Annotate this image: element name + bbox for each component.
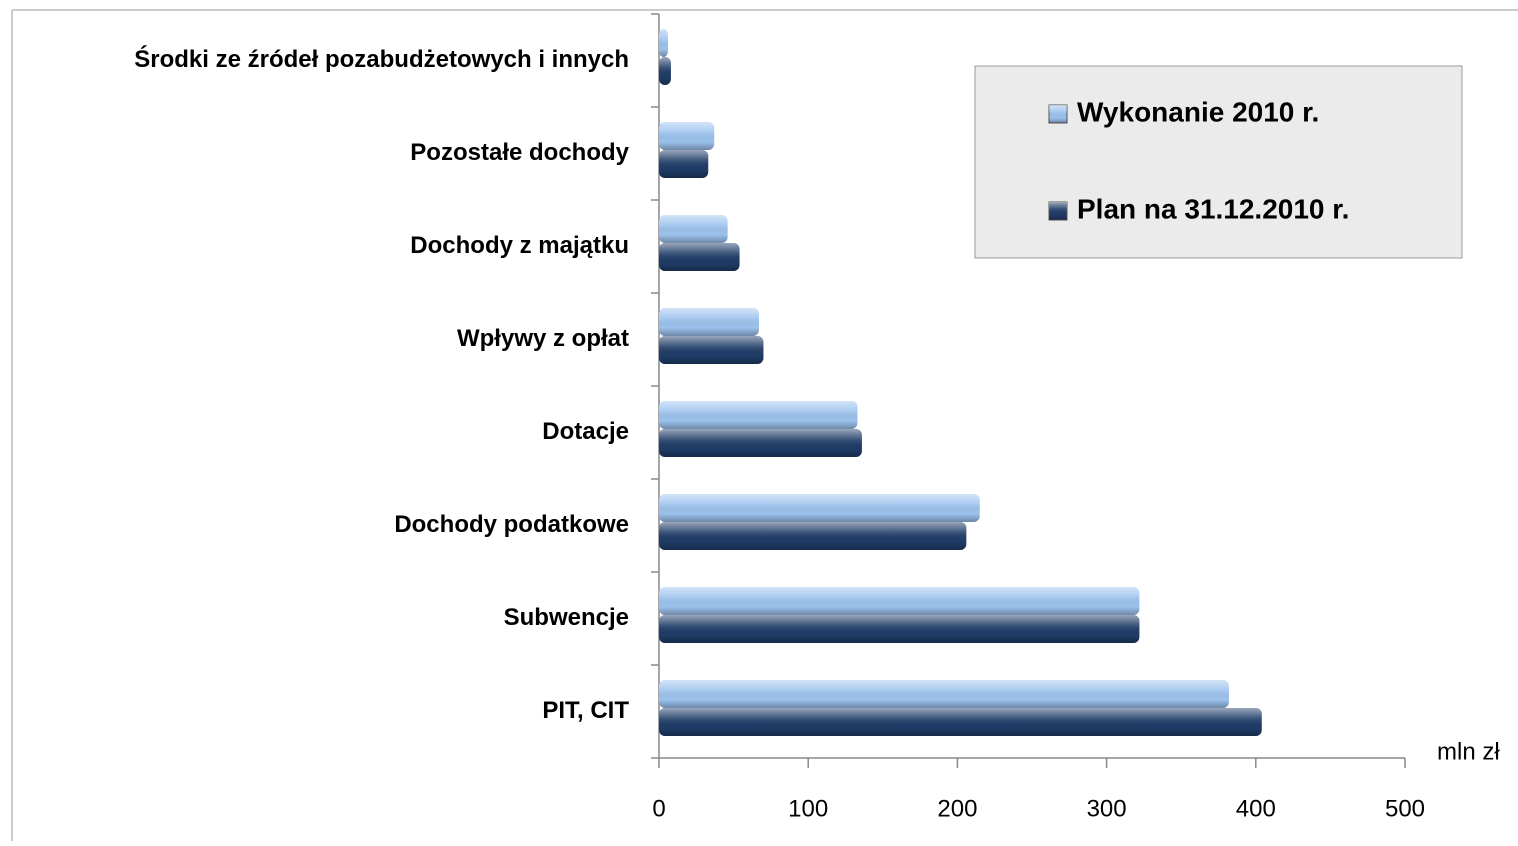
y-tick-label: Wpływy z opłat xyxy=(457,325,629,352)
y-tick-label: Dotacje xyxy=(542,418,629,445)
bar-shine xyxy=(659,494,980,522)
legend-swatch-shine xyxy=(1049,202,1067,220)
y-tick-label: Środki ze źródeł pozabudżetowych i innyc… xyxy=(134,45,629,73)
bar-shine xyxy=(659,308,759,336)
x-tick-label: 200 xyxy=(937,795,977,822)
x-axis-label: mln zł xyxy=(1437,738,1500,765)
bar-shine xyxy=(659,587,1140,615)
y-tick-label: PIT, CIT xyxy=(542,697,629,724)
bar-shine xyxy=(659,401,858,429)
bar-shine xyxy=(659,122,715,150)
legend-swatch-shine xyxy=(1049,105,1067,123)
bar-shine xyxy=(659,708,1262,736)
y-tick-label: Pozostałe dochody xyxy=(410,139,629,166)
bar-shine xyxy=(659,57,671,85)
bar-shine xyxy=(659,522,967,550)
y-tick-label: Subwencje xyxy=(504,604,629,631)
legend-box xyxy=(974,65,1463,259)
bar-shine xyxy=(659,215,728,243)
y-tick-label: Dochody podatkowe xyxy=(394,511,629,538)
legend-label: Wykonanie 2010 r. xyxy=(1077,96,1319,127)
bar-shine xyxy=(659,336,764,364)
x-tick-label: 100 xyxy=(788,795,828,822)
bar-shine xyxy=(659,615,1140,643)
x-tick-label: 0 xyxy=(652,795,665,822)
bar-shine xyxy=(659,150,709,178)
bar-shine xyxy=(659,29,668,57)
bar-shine xyxy=(659,680,1229,708)
legend-label: Plan na 31.12.2010 r. xyxy=(1077,193,1349,224)
bar-shine xyxy=(659,429,862,457)
bar-shine xyxy=(659,243,740,271)
x-tick-label: 500 xyxy=(1385,795,1425,822)
y-tick-label: Dochody z majątku xyxy=(410,232,629,259)
x-tick-label: 300 xyxy=(1087,795,1127,822)
x-tick-label: 400 xyxy=(1236,795,1276,822)
